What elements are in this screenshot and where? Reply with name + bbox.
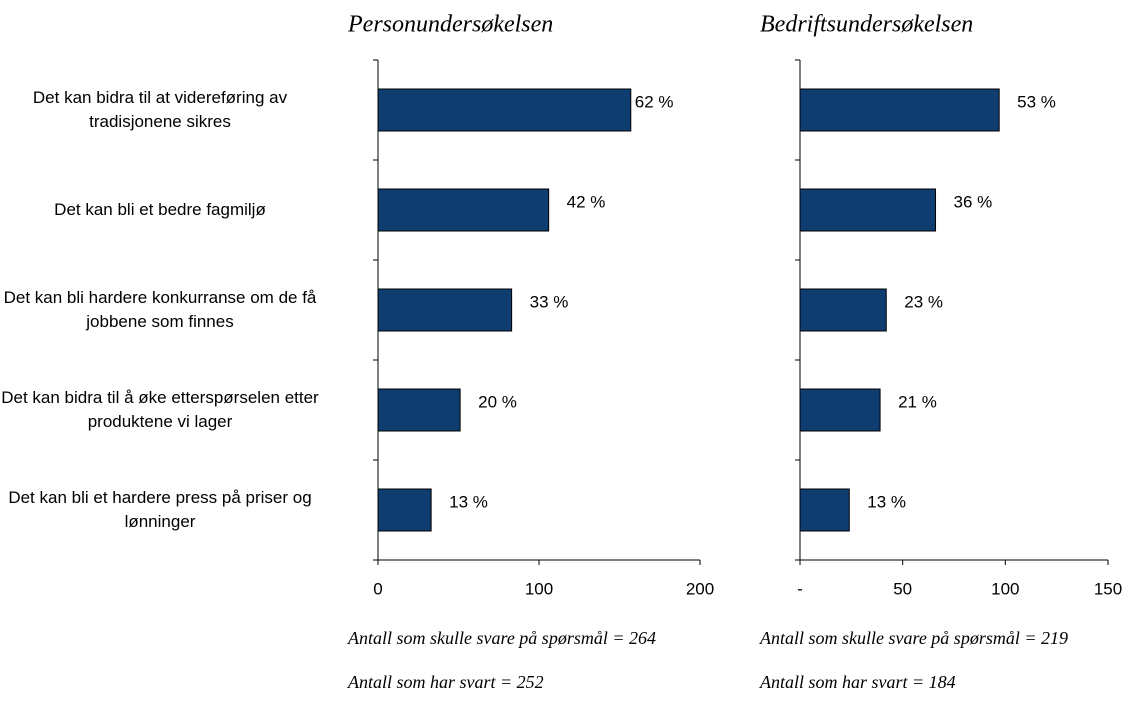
x-tick-label: 50 [893,579,912,598]
footnote: Antall som har svart = 184 [760,672,956,692]
category-label: Det kan bli et bedre fagmiljø [54,200,266,219]
category-label: Det kan bidra til å øke etterspørselen e… [1,388,319,431]
chart-title: Bedriftsundersøkelsen [760,12,973,38]
footnote: Antall som skulle svare på spørsmål = 21… [760,628,1068,648]
x-tick-label: 0 [373,579,382,598]
value-label: 21 % [898,392,937,411]
chart-title: Personundersøkelsen [347,12,553,38]
category-label: Det kan bli hardere konkurranse om de få… [3,288,317,331]
category-label: Det kan bidra til at videreføring av tra… [32,88,288,131]
value-label: 53 % [1017,92,1056,111]
value-label: 23 % [904,292,943,311]
x-tick-label: 100 [525,579,553,598]
value-label: 36 % [954,192,993,211]
value-label: 62 % [635,92,674,111]
value-label: 13 % [867,492,906,511]
bar [377,88,632,132]
x-tick-label: 150 [1094,579,1122,598]
category-label: Det kan bli et hardere press på priser o… [8,488,312,531]
bar [799,88,1000,132]
bar [377,488,432,532]
bar [799,488,850,532]
bar [799,288,887,332]
value-label: 42 % [567,192,606,211]
bar [377,288,513,332]
bar [377,188,550,232]
x-tick-label: 200 [686,579,714,598]
x-tick-label: 100 [991,579,1019,598]
value-label: 13 % [449,492,488,511]
footnote: Antall som skulle svare på spørsmål = 26… [348,628,656,648]
value-label: 33 % [530,292,569,311]
x-tick-label: - [797,579,803,598]
value-label: 20 % [478,392,517,411]
bar [799,188,937,232]
bar [799,388,881,432]
bar [377,388,461,432]
footnote: Antall som har svart = 252 [348,672,544,692]
